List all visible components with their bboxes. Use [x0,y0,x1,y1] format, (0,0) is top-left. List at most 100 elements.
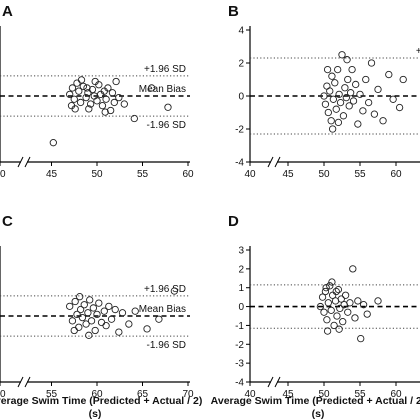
axis-break-mark [274,156,281,168]
x-tick-label: 55 [354,389,366,400]
data-point [326,282,334,290]
data-point [67,102,76,110]
data-point [336,98,345,107]
data-point [346,89,355,97]
y-tick-label: -1 [235,321,244,332]
data-point [91,77,99,86]
data-point [86,296,94,304]
y-tick-label: 1 [238,283,244,294]
data-point [125,320,133,328]
data-point [374,85,382,94]
data-point [333,312,341,320]
data-point [85,105,93,113]
data-point [318,293,327,301]
data-point [321,100,330,108]
panel-a: A 40 45 50 55 60 +1.96 SD Mean Bias -1.96 SD [0,3,194,180]
data-point [93,310,101,319]
axis-break-mark [17,376,24,388]
data-point [76,98,85,107]
data-point [327,117,335,125]
x-tick-label: 40 [0,169,6,180]
data-point [379,117,387,125]
data-point [351,314,359,322]
data-point [102,95,110,103]
y-tick-label: -4 [235,158,244,169]
data-point [359,107,367,115]
data-point [337,295,345,303]
data-point [73,79,81,87]
data-point [82,320,90,328]
data-point [323,327,332,335]
data-point [356,90,364,99]
data-point [95,299,103,307]
data-point [344,308,352,316]
data-point [147,84,156,92]
data-point [71,297,79,306]
data-point [328,125,337,133]
x-tick-label: 60 [91,389,103,400]
data-point [89,304,98,312]
data-point [334,65,342,74]
data-point [329,95,338,103]
data-point [332,287,340,296]
data-point [102,322,110,330]
data-point [348,65,356,74]
x-tick-label: 70 [182,389,194,400]
x-tick-label: 45 [282,389,294,400]
panel-letter-c: C [2,213,13,230]
data-point [170,287,179,295]
data-point [349,97,358,105]
data-point [326,87,334,95]
data-point [107,106,115,115]
data-point [374,297,382,305]
panel-letter-a: A [2,3,13,20]
data-point [118,309,127,317]
upper-loa-label: +1. [416,46,420,57]
x-axis-title-right-line2: (s) [312,408,325,420]
data-point [68,317,77,325]
data-point [346,299,354,307]
data-point [359,301,368,309]
x-tick-label: 50 [318,169,330,180]
data-point [93,97,101,105]
data-point [97,318,106,327]
data-point [155,315,163,323]
data-point [367,59,376,67]
panel-letter-b: B [228,3,239,20]
x-tick-label: 65 [137,389,149,400]
data-point [68,84,77,92]
data-point [80,301,88,309]
data-point [70,326,78,335]
y-tick-label: 2 [238,264,244,275]
data-point [339,318,347,326]
mean-bias-label: Mean Bias [139,304,186,315]
x-tick-label: 50 [91,169,103,180]
data-point [327,306,335,314]
data-point [77,76,86,84]
data-point [323,316,331,324]
data-point [354,297,362,305]
data-point [328,72,336,80]
data-point [131,307,139,315]
lower-loa-label: -1.96 SD [147,120,186,131]
x-tick-label: 55 [46,389,58,400]
y-tick-label: -2 [235,125,244,136]
data-point [98,102,107,110]
data-point [66,302,74,310]
data-point [324,299,332,307]
y-tick-label: 2 [238,59,244,70]
data-point [107,315,116,323]
data-point [323,65,332,74]
data-point [78,313,87,322]
data-point [362,75,370,84]
data-point [341,84,349,92]
data-point [352,80,360,89]
axis-break-mark [17,156,24,168]
data-point [70,95,78,103]
data-point [328,278,336,286]
x-tick-label: 55 [137,169,149,180]
y-tick-label: -2 [235,340,244,351]
upper-loa-label: +1.96 SD [144,64,186,75]
